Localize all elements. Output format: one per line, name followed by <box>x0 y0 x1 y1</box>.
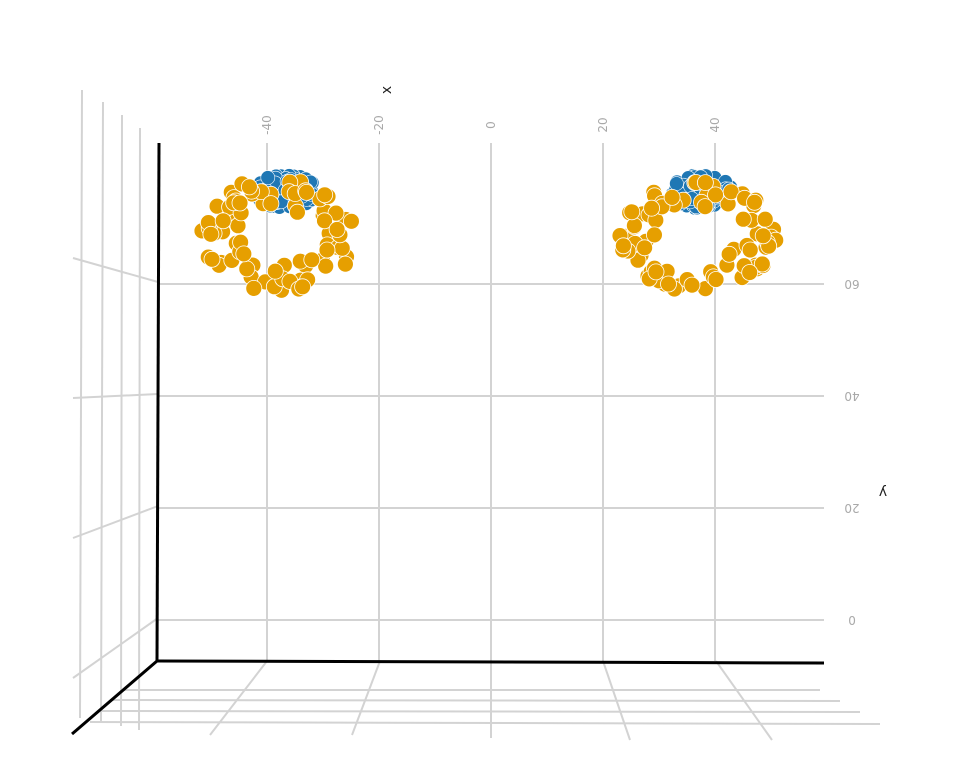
point-orange <box>203 250 221 268</box>
y-axis-title: y <box>879 484 887 500</box>
point-orange <box>316 186 334 204</box>
y-tick-label: 0 <box>848 613 856 627</box>
grid-line-floor-1 <box>109 699 841 702</box>
point-orange <box>753 255 771 273</box>
x-tick-label: 40 <box>708 117 722 132</box>
y-axis-line <box>155 142 161 662</box>
point-orange <box>231 194 249 212</box>
points-layer <box>193 168 785 299</box>
labels-layer: x y -40 -20 0 20 40 0 20 40 60 <box>260 86 887 627</box>
point-orange <box>288 203 306 221</box>
grid-line-floor-3 <box>89 721 881 725</box>
point-orange <box>636 239 653 257</box>
point-orange <box>626 217 643 235</box>
point-orange <box>741 264 759 281</box>
grid-line-side-2 <box>120 114 123 727</box>
point-orange <box>615 237 632 255</box>
point-orange <box>238 260 256 278</box>
point-orange <box>646 226 663 244</box>
point-orange <box>316 212 333 230</box>
point-blue <box>260 170 276 185</box>
point-orange <box>266 262 284 280</box>
point-orange <box>328 221 346 238</box>
point-orange <box>707 186 724 204</box>
grid-line-side-0 <box>79 89 83 719</box>
point-orange <box>214 212 232 230</box>
grid-layer <box>72 89 881 741</box>
x-tick-label: -40 <box>260 115 274 135</box>
grid-line-side-h-0 <box>72 257 159 283</box>
y-tick-label: 20 <box>844 501 859 515</box>
grid-line-side-h-3 <box>72 617 159 679</box>
point-orange <box>647 263 665 281</box>
x-tick-label: 0 <box>484 121 498 129</box>
point-orange <box>294 278 312 296</box>
grid-line-floor-v-3 <box>715 660 773 741</box>
point-orange <box>696 198 714 216</box>
grid-line-floor-v-1 <box>351 660 381 736</box>
point-orange <box>240 178 258 196</box>
point-orange <box>741 241 759 259</box>
point-orange <box>298 183 315 201</box>
grid-line-side-h-1 <box>72 393 159 399</box>
point-orange <box>202 225 220 243</box>
point-orange <box>336 255 354 273</box>
grid-line-side-3 <box>138 127 141 731</box>
point-orange <box>660 275 677 293</box>
grid-line-side-h-2 <box>72 505 159 539</box>
point-orange <box>317 257 335 275</box>
point-orange <box>643 199 660 217</box>
point-orange <box>235 245 253 263</box>
point-orange <box>663 188 681 206</box>
y-tick-label: 40 <box>844 389 859 403</box>
x-axis-line <box>156 659 825 665</box>
point-orange <box>262 195 280 213</box>
x-axis-title: x <box>379 86 395 94</box>
point-orange <box>303 251 321 269</box>
point-orange <box>342 212 360 230</box>
point-orange <box>707 271 725 288</box>
point-orange <box>318 241 336 259</box>
grid-line-floor-v-0 <box>209 660 268 736</box>
grid-line-side-1 <box>100 101 104 723</box>
z-axis-line <box>71 659 158 736</box>
point-orange <box>734 210 752 228</box>
point-orange <box>683 276 701 294</box>
grid-line-floor-2 <box>99 710 861 713</box>
point-orange <box>756 210 774 228</box>
y-tick-label: 60 <box>844 277 859 291</box>
point-orange <box>245 279 263 297</box>
point-orange <box>720 245 738 263</box>
grid-line-floor-v-2 <box>602 660 631 741</box>
point-blue <box>669 176 684 191</box>
point-orange <box>697 174 714 192</box>
x-tick-label: 20 <box>596 117 610 132</box>
axis-layer <box>71 142 825 736</box>
point-orange <box>754 227 772 245</box>
point-orange <box>623 203 641 221</box>
point-orange <box>746 193 763 211</box>
x-tick-label: -20 <box>372 115 386 135</box>
